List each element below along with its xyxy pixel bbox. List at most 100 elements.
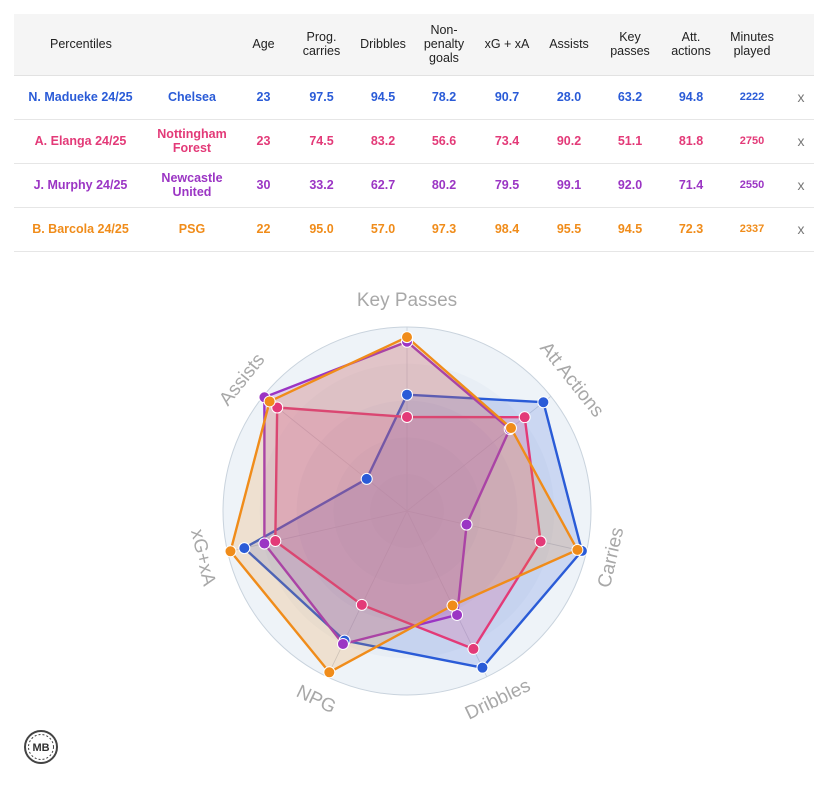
att-actions-value: 94.8 <box>661 75 721 120</box>
remove-row-button[interactable]: x <box>783 75 814 120</box>
data-point <box>571 543 584 556</box>
data-point <box>263 395 276 408</box>
player-name: N. Madueke 24/25 <box>14 75 147 120</box>
header-cell: Prog. carries <box>290 14 353 76</box>
data-point <box>460 518 473 531</box>
npg-value: 56.6 <box>413 119 475 164</box>
header-cell <box>783 14 814 76</box>
age-value: 22 <box>237 207 290 252</box>
data-point <box>238 542 251 555</box>
axis-label: xG+xA <box>186 527 219 588</box>
xg-xa-value: 79.5 <box>475 163 539 208</box>
data-point <box>269 535 282 548</box>
xg-xa-value: 98.4 <box>475 207 539 252</box>
logo-icon: MB <box>24 730 58 764</box>
data-point <box>537 396 550 409</box>
header-cell <box>147 14 237 76</box>
minutes-value: 2550 <box>721 163 783 208</box>
header-cell: Assists <box>539 14 599 76</box>
npg-value: 97.3 <box>413 207 475 252</box>
player-name: B. Barcola 24/25 <box>14 207 147 252</box>
minutes-value: 2222 <box>721 75 783 120</box>
series-polygon <box>274 406 542 651</box>
att-actions-value: 81.8 <box>661 119 721 164</box>
prog-carries-value: 74.5 <box>290 119 353 164</box>
data-point <box>336 637 349 650</box>
header-cell: Non-penalty goals <box>413 14 475 76</box>
age-value: 30 <box>237 163 290 208</box>
header-cell: Att. actions <box>661 14 721 76</box>
dribbles-value: 83.2 <box>353 119 413 164</box>
header-cell: xG + xA <box>475 14 539 76</box>
header-cell: Dribbles <box>353 14 413 76</box>
table-body: N. Madueke 24/25 Chelsea 23 97.5 94.5 78.2 90.… <box>14 75 814 252</box>
club-name: Newcastle United <box>147 163 237 208</box>
axis-spoke <box>262 395 408 512</box>
key-passes-value: 51.1 <box>599 119 661 164</box>
key-passes-value: 92.0 <box>599 163 661 208</box>
remove-row-button[interactable]: x <box>783 207 814 252</box>
xg-xa-value: 73.4 <box>475 119 539 164</box>
remove-row-button[interactable]: x <box>783 119 814 164</box>
comparison-table-card: Percentiles Age Prog. carries Dribbles Non-pe… <box>14 14 814 258</box>
brand-logo: MB <box>22 728 60 766</box>
data-point <box>323 666 336 679</box>
key-passes-value: 94.5 <box>599 207 661 252</box>
npg-value: 80.2 <box>413 163 475 208</box>
comparison-table: Percentiles Age Prog. carries Dribbles Non-pe… <box>14 14 814 252</box>
table-row: J. Murphy 24/25 Newcastle United 30 33.2 62.7… <box>14 163 814 208</box>
xg-xa-value: 90.7 <box>475 75 539 120</box>
logo-text: MB <box>32 742 49 754</box>
data-point <box>451 608 464 621</box>
att-actions-value: 72.3 <box>661 207 721 252</box>
assists-value: 90.2 <box>539 119 599 164</box>
axis-label: Carries <box>594 525 628 589</box>
minutes-value: 2750 <box>721 119 783 164</box>
prog-carries-value: 95.0 <box>290 207 353 252</box>
npg-value: 78.2 <box>413 75 475 120</box>
data-point <box>224 545 237 558</box>
table-row: B. Barcola 24/25 PSG 22 95.0 57.0 97.3 98.4 95.… <box>14 207 814 252</box>
data-point <box>534 535 547 548</box>
header-cell: Key passes <box>599 14 661 76</box>
radar-chart: Key Passes Att Actions Carries Dribbles NPG x… <box>0 270 814 730</box>
assists-value: 95.5 <box>539 207 599 252</box>
club-name: PSG <box>147 207 237 252</box>
table-row: A. Elanga 24/25 Nottingham Forest 23 74.5 83.… <box>14 119 814 164</box>
player-name: A. Elanga 24/25 <box>14 119 147 164</box>
data-point <box>446 599 459 612</box>
header-cell: Minutes played <box>721 14 783 76</box>
dribbles-value: 57.0 <box>353 207 413 252</box>
player-name: J. Murphy 24/25 <box>14 163 147 208</box>
data-point <box>355 598 368 611</box>
data-point <box>401 388 413 401</box>
data-point <box>360 472 373 485</box>
dribbles-value: 62.7 <box>353 163 413 208</box>
minutes-value: 2337 <box>721 207 783 252</box>
axis-spoke <box>227 510 408 553</box>
data-point <box>258 537 271 550</box>
header-cell: Age <box>237 14 290 76</box>
header-cell: Percentiles <box>14 14 147 76</box>
prog-carries-value: 97.5 <box>290 75 353 120</box>
club-name: Nottingham Forest <box>147 119 237 164</box>
att-actions-value: 71.4 <box>661 163 721 208</box>
age-value: 23 <box>237 119 290 164</box>
assists-value: 28.0 <box>539 75 599 120</box>
data-point <box>518 411 531 424</box>
axis-label: Key Passes <box>357 290 457 311</box>
axis-label: NPG <box>293 681 339 718</box>
table-header-row: Percentiles Age Prog. carries Dribbles Non-pe… <box>14 14 814 76</box>
remove-row-button[interactable]: x <box>783 163 814 208</box>
age-value: 23 <box>237 75 290 120</box>
axis-spoke <box>406 510 587 553</box>
data-point <box>401 331 413 344</box>
data-point <box>505 422 518 435</box>
series-polygon <box>243 393 584 669</box>
key-passes-value: 63.2 <box>599 75 661 120</box>
table-row: N. Madueke 24/25 Chelsea 23 97.5 94.5 78.2 90.… <box>14 75 814 120</box>
data-point <box>467 642 480 655</box>
series-polygon <box>229 335 579 674</box>
dribbles-value: 94.5 <box>353 75 413 120</box>
club-name: Chelsea <box>147 75 237 120</box>
